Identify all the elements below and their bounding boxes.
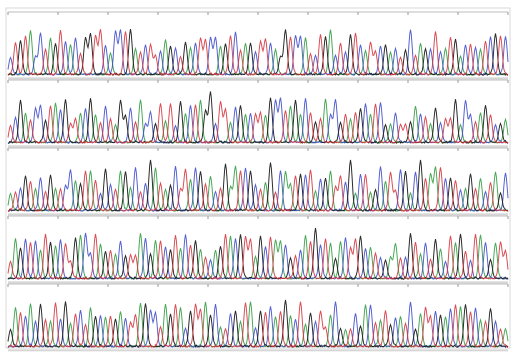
trace-g [7, 29, 509, 77]
chromatogram-row-1 [7, 11, 509, 80]
trace-t [7, 29, 509, 77]
trace-g [7, 299, 509, 349]
figure-border [5, 7, 511, 349]
trace-t [7, 167, 509, 213]
trace-t [7, 301, 508, 349]
trace-t [7, 101, 509, 145]
trace-g [8, 159, 509, 212]
trace-c [7, 29, 509, 76]
chromatogram-row-3 [7, 147, 509, 216]
trace-t [7, 233, 509, 280]
chromatogram-row-2 [7, 79, 509, 148]
chromatogram-row-4 [7, 215, 509, 284]
trace-a [7, 233, 509, 281]
chromatogram-row-5 [7, 283, 509, 352]
trace-a [7, 165, 509, 212]
trace-g [7, 91, 509, 144]
